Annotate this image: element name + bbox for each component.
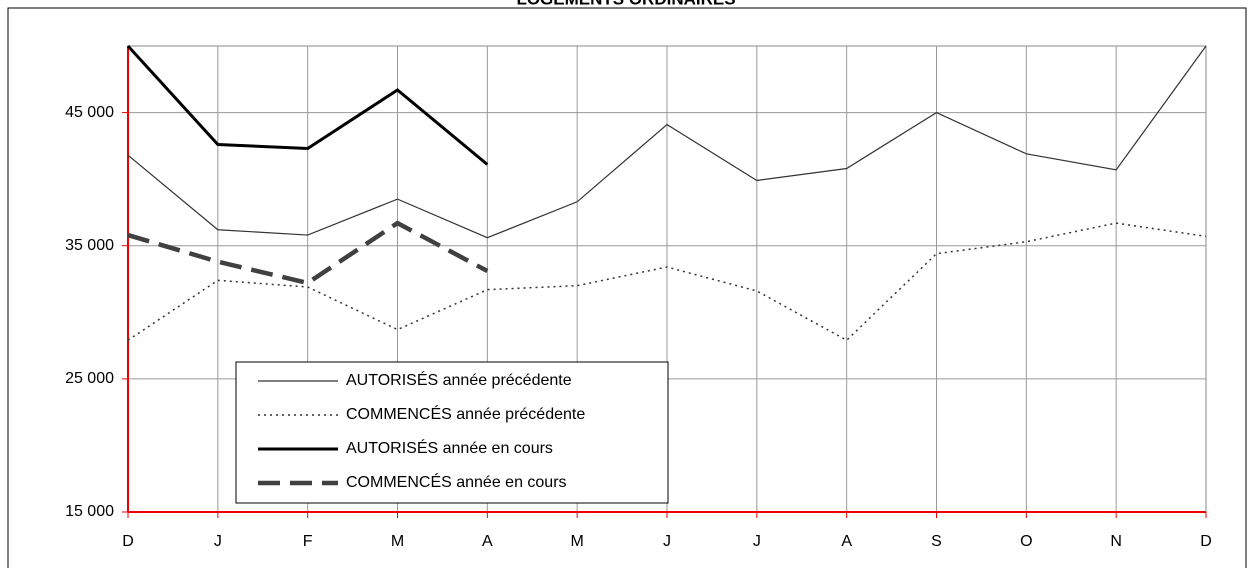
x-tick-label: D — [122, 533, 134, 550]
chart-title: LOGEMENTS ORDINAIRES — [516, 0, 735, 8]
y-tick-label: 35 000 — [65, 237, 114, 254]
y-tick-label: 45 000 — [65, 104, 114, 121]
x-tick-label: A — [482, 533, 493, 550]
legend-box — [235, 361, 669, 504]
y-tick-label: 25 000 — [65, 370, 114, 387]
series-line — [127, 220, 489, 286]
x-tick-label: O — [1020, 533, 1032, 550]
y-tick-label: 15 000 — [65, 503, 114, 520]
x-tick-label: S — [931, 533, 942, 550]
x-tick-label: J — [663, 533, 671, 550]
x-tick-label: J — [753, 533, 761, 550]
legend-label: AUTORISÉS année précédente — [346, 370, 572, 389]
x-tick-label: D — [1200, 533, 1212, 550]
series-line — [126, 44, 489, 166]
series-line — [127, 45, 1207, 239]
x-tick-label: A — [841, 533, 852, 550]
x-tick-label: J — [214, 533, 222, 550]
legend-label: AUTORISÉS année en cours — [346, 438, 553, 457]
series-line — [127, 222, 1207, 342]
x-tick-label: M — [571, 533, 584, 550]
legend-label: COMMENCÉS année précédente — [346, 404, 585, 423]
chart-frame — [7, 7, 1247, 568]
x-tick-label: M — [391, 533, 404, 550]
x-tick-label: N — [1110, 533, 1122, 550]
legend-label: COMMENCÉS année en cours — [346, 472, 567, 491]
x-tick-label: F — [303, 533, 313, 550]
